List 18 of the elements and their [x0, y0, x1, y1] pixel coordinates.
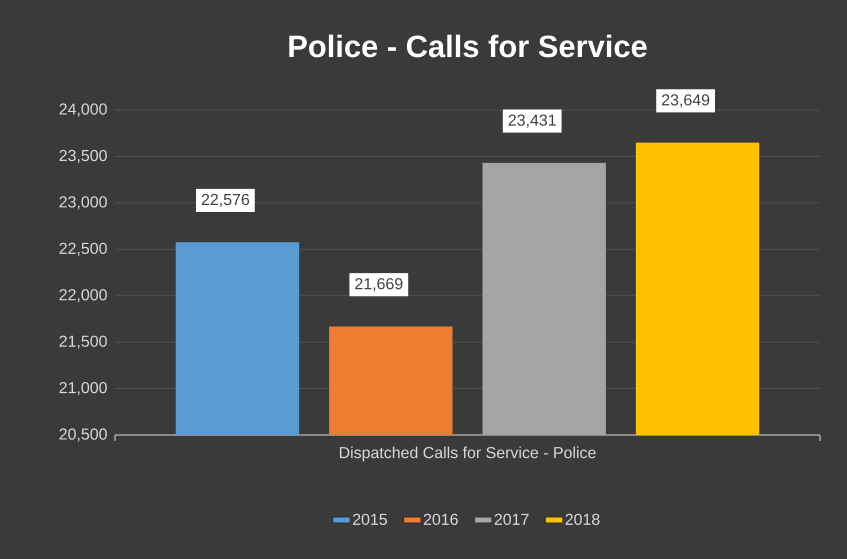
- data-label: 21,669: [355, 278, 402, 292]
- y-tick-label: 23,500: [60, 150, 107, 164]
- y-tick-label: 21,500: [60, 336, 107, 349]
- y-tick-label: 22,000: [60, 289, 107, 302]
- chart-title: Police - Calls for Service: [289, 34, 647, 58]
- legend-label: 2018: [566, 514, 600, 525]
- y-tick-label: 23,000: [60, 196, 107, 210]
- x-tick-label: Dispatched Calls for Service - Police: [340, 446, 596, 462]
- data-label: 23,431: [508, 114, 556, 128]
- y-tick-label: 24,000: [60, 103, 107, 117]
- y-tick-label: 22,500: [60, 242, 107, 256]
- y-tick-label: 20,500: [60, 428, 107, 442]
- y-tick-label: 21,000: [60, 382, 107, 396]
- legend-label: 2015: [352, 514, 387, 525]
- data-label: 23,649: [662, 94, 710, 108]
- data-label: 22,576: [202, 194, 250, 208]
- legend-label: 2017: [494, 514, 529, 525]
- legend-label: 2016: [424, 514, 458, 525]
